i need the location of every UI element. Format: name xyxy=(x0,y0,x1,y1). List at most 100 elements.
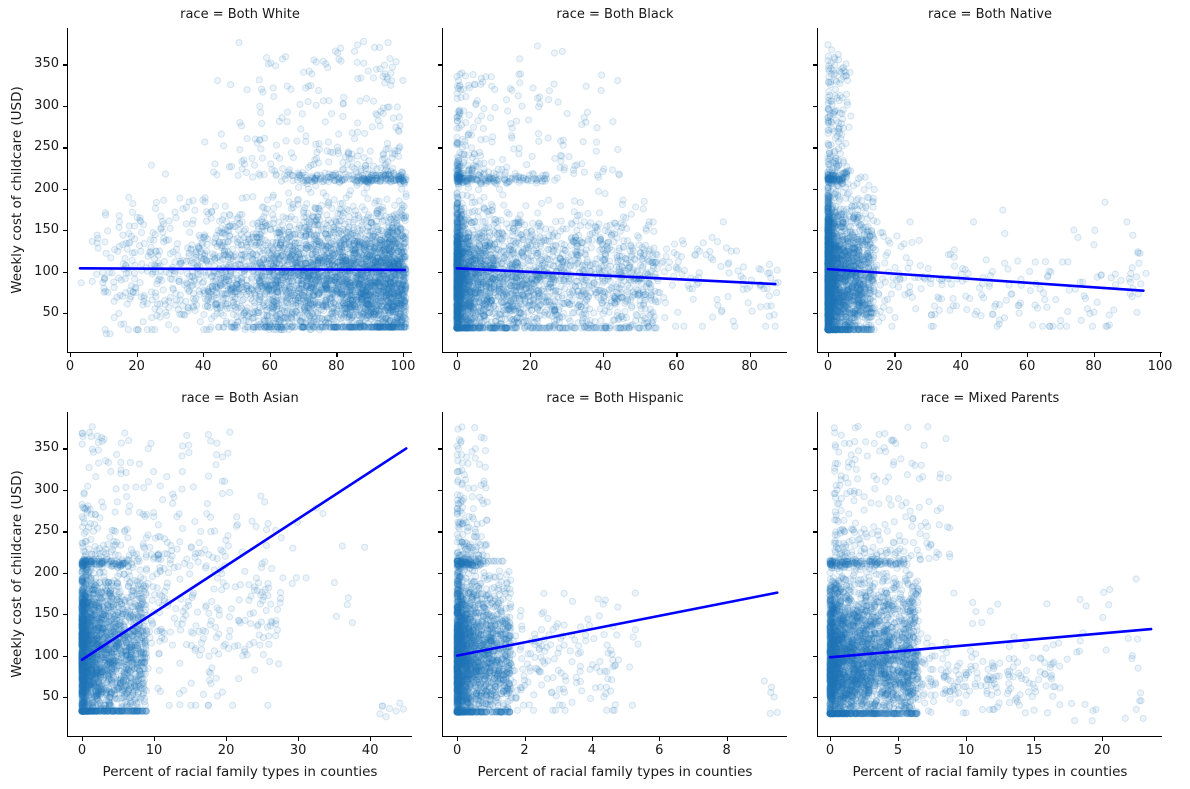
x-tick-mark xyxy=(603,353,605,357)
y-tick-mark xyxy=(437,64,442,66)
x-tick-mark xyxy=(898,737,900,741)
x-tick-mark xyxy=(676,353,678,357)
facet-title--mixed-parents: race = Mixed Parents xyxy=(920,391,1060,406)
scatter-canvas--both-black xyxy=(442,28,787,352)
y-axis-label: Weekly cost of childcare (USD) xyxy=(9,86,25,294)
x-tick-mark xyxy=(298,737,300,741)
x-tick-mark xyxy=(749,353,751,357)
x-tick-mark xyxy=(69,353,72,357)
x-tick-label: 0 xyxy=(77,743,87,758)
y-tick-label: 200 xyxy=(34,564,59,580)
y-tick-mark xyxy=(812,271,817,273)
x-tick-label: 20 xyxy=(217,743,235,758)
facet-plot--mixed-parents xyxy=(816,412,1162,737)
x-tick-mark xyxy=(960,353,962,357)
x-tick-label: 60 xyxy=(1018,359,1036,374)
y-tick-label: 50 xyxy=(42,305,59,321)
x-tick-mark xyxy=(457,737,459,741)
x-tick-label: 10 xyxy=(957,743,975,758)
x-tick-mark xyxy=(966,737,968,741)
y-tick-label: 100 xyxy=(34,647,59,663)
y-tick-mark xyxy=(62,105,67,108)
facet-title--both-asian: race = Both Asian xyxy=(181,391,299,406)
y-tick-mark xyxy=(812,572,817,574)
y-tick-label: 300 xyxy=(34,97,59,113)
y-tick-mark xyxy=(812,531,817,533)
y-tick-mark xyxy=(62,188,67,190)
x-tick-label: 4 xyxy=(587,743,597,758)
y-tick-label: 150 xyxy=(34,222,59,238)
x-axis-label: Percent of racial family types in counti… xyxy=(852,764,1128,780)
y-tick-mark xyxy=(437,448,442,450)
y-tick-mark xyxy=(62,313,67,315)
y-tick-mark xyxy=(812,697,817,699)
y-tick-mark xyxy=(437,271,442,273)
x-axis-label: Percent of racial family types in counti… xyxy=(477,764,753,780)
x-tick-mark xyxy=(1027,353,1029,357)
x-tick-label: 20 xyxy=(128,359,145,374)
y-tick-mark xyxy=(62,531,67,533)
x-tick-label: 60 xyxy=(261,359,279,374)
x-tick-label: 10 xyxy=(145,743,163,758)
x-tick-label: 5 xyxy=(893,743,903,758)
x-tick-mark xyxy=(136,353,138,357)
x-tick-label: 6 xyxy=(655,743,664,758)
y-tick-mark xyxy=(812,147,817,149)
x-tick-mark xyxy=(81,737,84,741)
x-tick-mark xyxy=(269,353,271,357)
x-tick-label: 2 xyxy=(520,743,529,758)
x-tick-mark xyxy=(1102,737,1104,741)
y-tick-label: 250 xyxy=(34,523,59,539)
y-tick-label: 150 xyxy=(34,606,59,622)
x-tick-mark xyxy=(530,353,532,357)
facet-plot--both-native xyxy=(816,28,1162,353)
facet-plot--both-black xyxy=(441,28,787,353)
x-tick-mark xyxy=(1093,353,1095,357)
y-tick-mark xyxy=(812,448,817,450)
x-tick-label: 20 xyxy=(521,359,539,374)
facet-plot--both-white xyxy=(66,28,412,353)
scatter-canvas--both-white xyxy=(67,28,412,352)
facet-title--both-white: race = Both White xyxy=(180,7,300,22)
x-tick-label: 80 xyxy=(1085,359,1102,374)
y-tick-mark xyxy=(437,697,442,699)
y-tick-mark xyxy=(437,313,442,315)
x-tick-mark xyxy=(894,353,896,357)
facet-plot--both-hispanic xyxy=(441,412,787,737)
scatter-canvas--both-asian xyxy=(67,412,412,736)
x-tick-label: 40 xyxy=(194,359,212,374)
y-tick-mark xyxy=(62,147,67,149)
y-tick-mark xyxy=(437,614,442,616)
y-tick-mark xyxy=(812,188,817,190)
x-tick-mark xyxy=(524,737,526,741)
y-tick-mark xyxy=(437,655,442,657)
facet-title--both-native: race = Both Native xyxy=(927,7,1053,22)
scatter-canvas--mixed-parents xyxy=(817,412,1162,736)
x-tick-mark xyxy=(726,737,728,741)
x-tick-label: 0 xyxy=(453,743,462,758)
x-tick-label: 8 xyxy=(722,743,731,758)
y-tick-label: 100 xyxy=(34,263,59,279)
y-tick-mark xyxy=(62,230,67,232)
y-tick-label: 50 xyxy=(42,689,59,705)
x-tick-label: 0 xyxy=(452,359,462,374)
y-tick-mark xyxy=(437,531,442,533)
y-tick-label: 250 xyxy=(34,139,59,155)
x-tick-mark xyxy=(226,737,228,741)
y-tick-label: 200 xyxy=(34,180,59,196)
x-tick-mark xyxy=(336,353,338,357)
y-tick-mark xyxy=(62,614,67,616)
x-tick-mark xyxy=(659,737,661,741)
y-tick-mark xyxy=(62,489,67,492)
y-tick-mark xyxy=(62,271,67,273)
x-tick-label: 60 xyxy=(668,359,685,374)
x-tick-label: 80 xyxy=(328,359,345,374)
y-tick-mark xyxy=(437,188,442,190)
y-tick-mark xyxy=(812,313,817,315)
y-tick-mark xyxy=(812,655,817,657)
y-tick-mark xyxy=(437,105,442,108)
y-tick-mark xyxy=(812,64,817,66)
x-axis-label: Percent of racial family types in counti… xyxy=(102,764,378,780)
y-tick-label: 350 xyxy=(34,440,59,456)
